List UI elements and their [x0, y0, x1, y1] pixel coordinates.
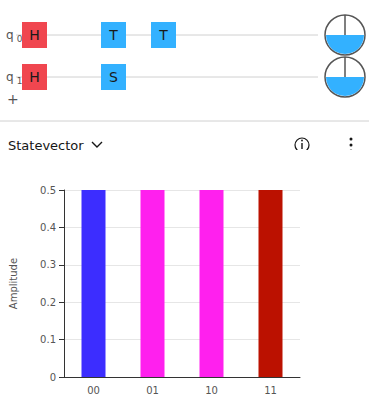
svg-text:Amplitude: Amplitude	[8, 258, 19, 309]
svg-text:0.4: 0.4	[40, 222, 56, 233]
svg-text:S: S	[109, 69, 118, 85]
svg-text:H: H	[29, 27, 40, 43]
svg-text:T: T	[108, 27, 118, 43]
svg-text:+: +	[7, 91, 19, 107]
svg-text:0: 0	[50, 372, 56, 383]
svg-text:0.3: 0.3	[40, 259, 56, 270]
svg-text:01: 01	[146, 385, 159, 396]
svg-text:0.1: 0.1	[40, 334, 56, 345]
svg-text:T: T	[158, 27, 168, 43]
svg-text:0.2: 0.2	[40, 297, 56, 308]
svg-text:Statevector: Statevector	[8, 138, 84, 150]
svg-text:q1: q1	[6, 70, 22, 86]
svg-text:H: H	[29, 69, 40, 85]
svg-text:10: 10	[205, 385, 218, 396]
svg-text:0.5: 0.5	[40, 185, 56, 196]
svg-text:00: 00	[87, 385, 100, 396]
svg-text:11: 11	[264, 385, 277, 396]
svg-text:q0: q0	[6, 28, 23, 44]
